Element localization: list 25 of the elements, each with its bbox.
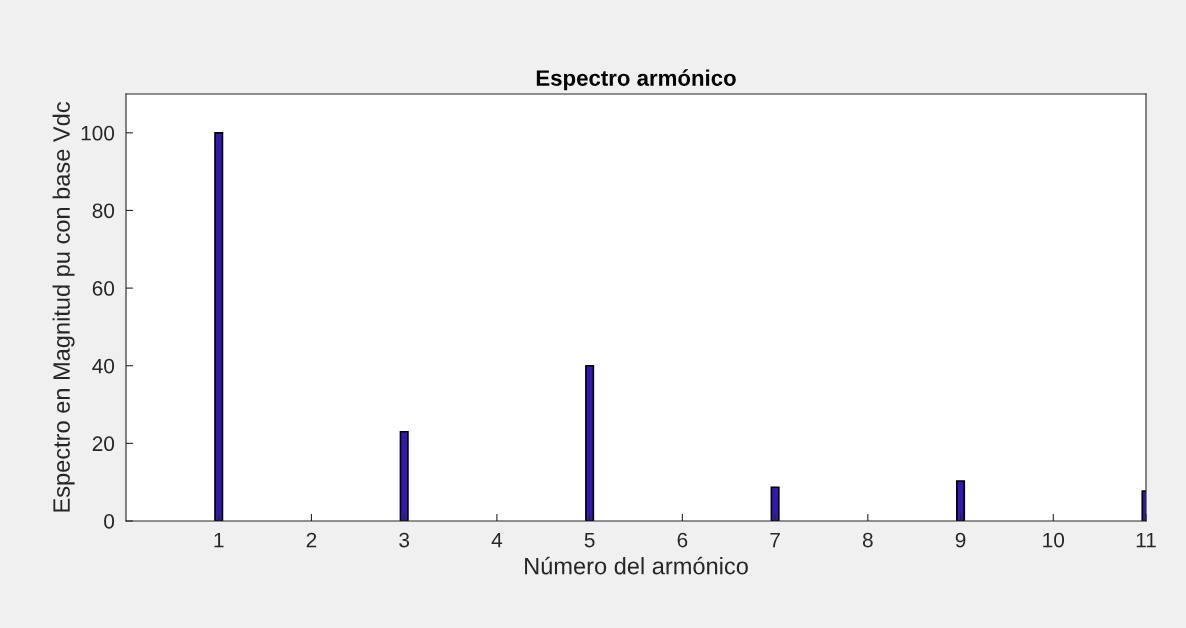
chart-title: Espectro armónico: [536, 69, 736, 91]
bar: [770, 486, 780, 521]
y-tick-label: 0: [104, 514, 115, 529]
x-tick-label: 6: [677, 532, 688, 548]
bar: [956, 480, 966, 521]
x-tick-label: 9: [955, 532, 966, 548]
y-tick-label: 40: [92, 358, 115, 374]
y-axis-title: Espectro en Magnitud pu con base Vdc: [52, 102, 75, 512]
x-tick-label: 10: [1043, 532, 1065, 548]
x-tick-label: 11: [1136, 532, 1156, 548]
x-tick-label: 8: [862, 532, 873, 548]
bar: [399, 430, 409, 521]
x-axis-title: Número del armónico: [525, 556, 748, 575]
y-tick-label: 100: [81, 125, 115, 141]
bar: [585, 364, 595, 521]
x-tick-label: 7: [770, 532, 780, 548]
x-tick-label: 5: [584, 532, 595, 548]
x-tick-label: 2: [306, 532, 317, 548]
x-tick-label: 4: [491, 532, 503, 548]
y-tick-label: 20: [92, 436, 115, 452]
bar: [214, 131, 224, 521]
x-tick-label: 3: [399, 532, 410, 548]
y-tick-label: 80: [92, 203, 115, 219]
y-tick-label: 60: [92, 281, 115, 296]
x-tick-label: 1: [214, 532, 224, 548]
